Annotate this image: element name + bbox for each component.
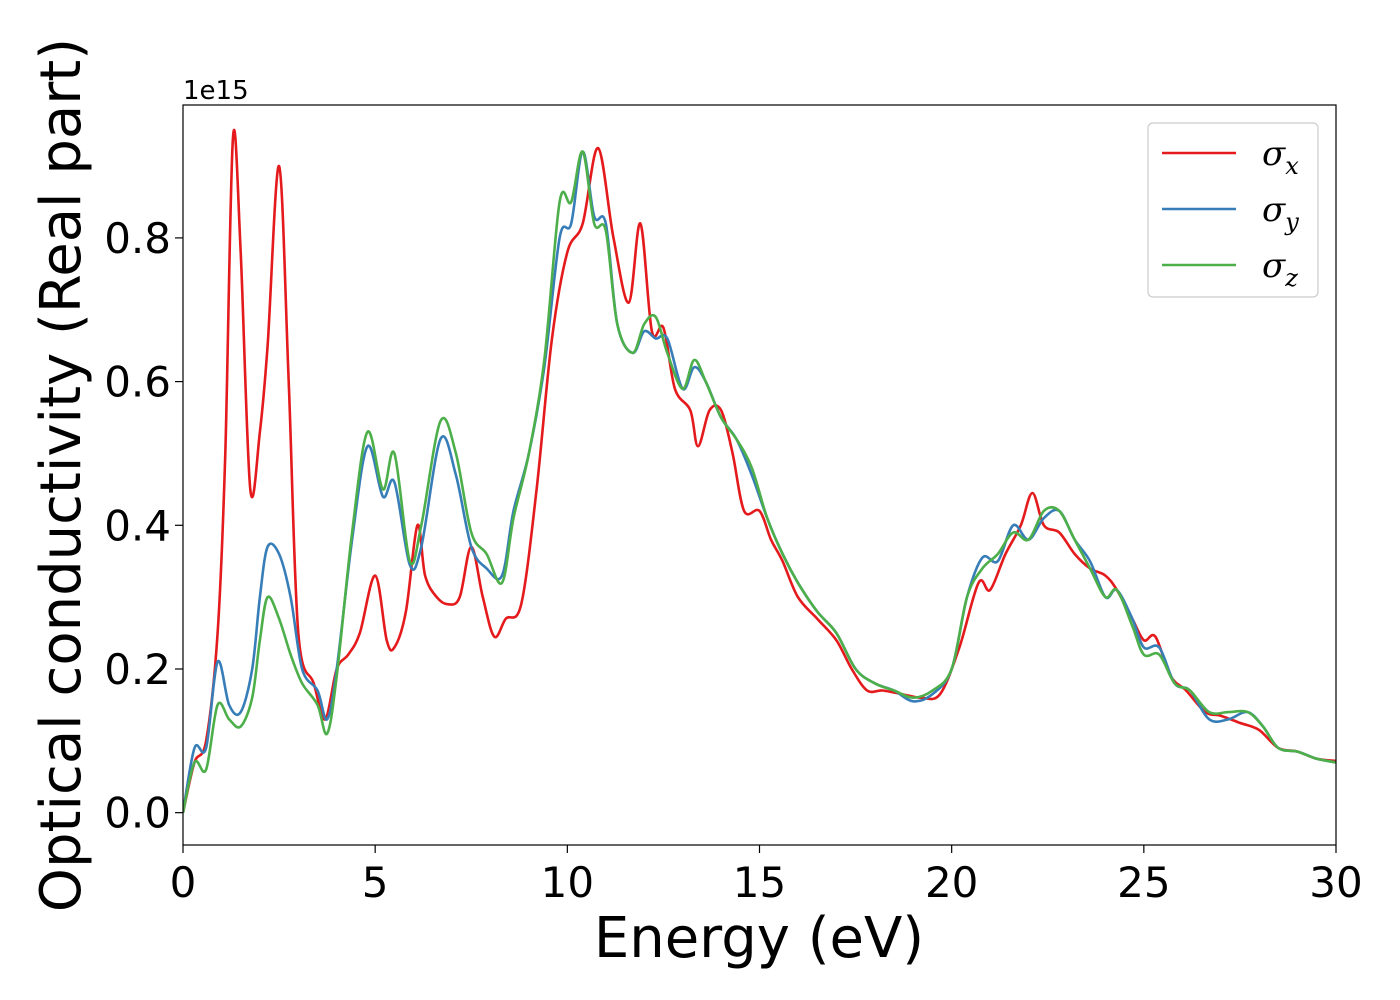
series-layer	[183, 128, 1336, 813]
series-line-z	[183, 150, 1336, 813]
series-line-x	[183, 128, 1336, 813]
y-tick-label: 0.4	[104, 501, 171, 550]
x-axis: 0 5 10 15 20 25 30	[170, 845, 1363, 907]
y-tick-label: 0.8	[104, 214, 171, 263]
y-axis: 0.0 0.2 0.4 0.6 0.8	[104, 214, 183, 838]
legend-label-z: σz	[1262, 246, 1298, 292]
y-offset-text: 1e15	[183, 76, 249, 106]
y-tick-label: 0.0	[104, 789, 171, 838]
y-axis-label: Optical conductivity (Real part)	[29, 38, 94, 912]
x-tick-label: 5	[362, 858, 389, 907]
legend: σx σy σz	[1147, 122, 1319, 298]
x-tick-label: 10	[541, 858, 594, 907]
x-axis-label: Energy (eV)	[594, 906, 924, 971]
legend-label-x: σx	[1262, 134, 1299, 180]
x-tick-label: 30	[1309, 858, 1362, 907]
legend-label-y: σy	[1262, 190, 1299, 236]
y-tick-label: 0.6	[104, 358, 171, 407]
x-tick-label: 0	[170, 858, 197, 907]
y-tick-label: 0.2	[104, 645, 171, 694]
x-tick-label: 20	[925, 858, 978, 907]
x-tick-label: 15	[733, 858, 786, 907]
x-tick-label: 25	[1117, 858, 1170, 907]
